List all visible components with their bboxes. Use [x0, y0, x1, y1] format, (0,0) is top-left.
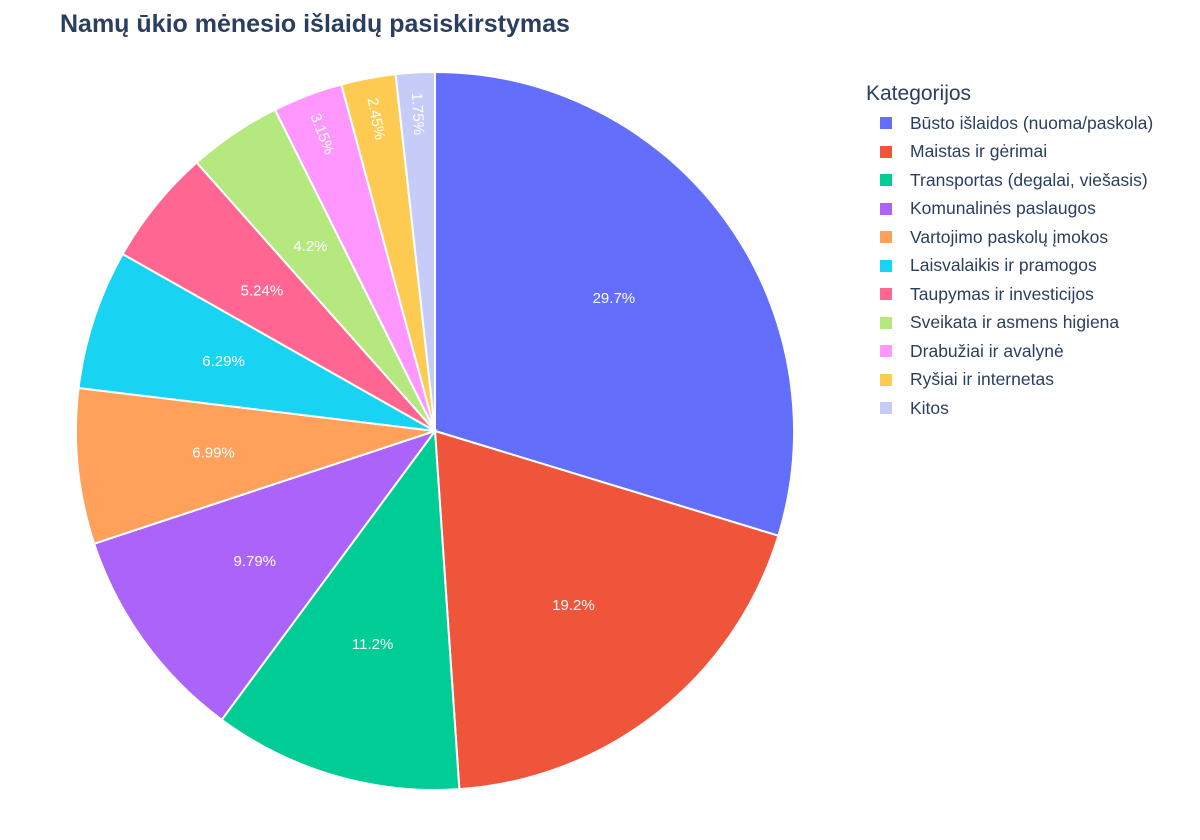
- legend-item-transportas-degalai-viesasis[interactable]: Transportas (degalai, viešasis): [866, 166, 1153, 195]
- legend-items: Būsto išlaidos (nuoma/paskola) Maistas ir…: [866, 109, 1153, 423]
- legend-swatch: [880, 288, 892, 301]
- legend-swatch: [880, 259, 892, 272]
- legend-item-komunalines-paslaugos[interactable]: Komunalinės paslaugos: [866, 195, 1153, 224]
- legend-item-sveikata-ir-asmens-higiena[interactable]: Sveikata ir asmens higiena: [866, 309, 1153, 338]
- legend-item-laisvalaikis-ir-pramogos[interactable]: Laisvalaikis ir pramogos: [866, 252, 1153, 281]
- legend-swatch: [880, 345, 892, 358]
- legend-label: Būsto išlaidos (nuoma/paskola): [910, 112, 1154, 133]
- slice-label-kitos: 1.75%: [408, 92, 427, 135]
- pie-slice-maistas-ir-gerimai: [433, 429, 780, 791]
- legend-label: Ryšiai ir internetas: [910, 369, 1054, 390]
- slice-label-maistas-ir-gerimai: 19.2%: [552, 597, 595, 614]
- chart-title: Namų ūkio mėnesio išlaidų pasiskirstymas: [60, 10, 570, 38]
- legend-title: Kategorijos: [866, 82, 972, 105]
- legend-swatch: [880, 145, 892, 158]
- slice-label-sveikata-ir-asmens-higiena: 4.2%: [293, 238, 327, 255]
- legend-item-rysiai-ir-internetas[interactable]: Ryšiai ir internetas: [866, 366, 1153, 395]
- legend-item-kitos[interactable]: Kitos: [866, 394, 1153, 423]
- pie-slice-vartojimo-paskolu-imokos: [75, 386, 436, 545]
- legend-swatch: [880, 231, 892, 244]
- pie-chart: 29.7%19.2%11.2%9.79%6.99%6.29%5.24%4.2%3…: [75, 70, 795, 791]
- slice-label-laisvalaikis-ir-pramogos: 6.29%: [202, 353, 245, 370]
- legend-item-busto-islaidos-nuoma-paskola[interactable]: Būsto išlaidos (nuoma/paskola): [866, 109, 1153, 138]
- legend-label: Transportas (degalai, viešasis): [910, 169, 1148, 190]
- legend-swatch: [880, 117, 892, 130]
- slice-label-taupymas-ir-investicijos: 5.24%: [241, 283, 284, 300]
- legend: Kategorijos Būsto išlaidos (nuoma/paskol…: [866, 80, 1153, 423]
- legend-swatch: [880, 174, 892, 187]
- legend-label: Sveikata ir asmens higiena: [910, 312, 1120, 333]
- slice-label-vartojimo-paskolu-imokos: 6.99%: [192, 445, 235, 462]
- pie-slice-komunalines-paslaugos: [92, 429, 438, 722]
- slice-label-komunalines-paslaugos: 9.79%: [233, 553, 276, 570]
- legend-label: Drabužiai ir avalynė: [910, 340, 1064, 361]
- legend-label: Laisvalaikis ir pramogos: [910, 255, 1097, 276]
- pie-slice-kitos: [394, 70, 436, 432]
- legend-label: Kitos: [910, 397, 949, 418]
- slice-label-transportas-degalai-viesasis: 11.2%: [352, 636, 393, 653]
- legend-item-maistas-ir-gerimai[interactable]: Maistas ir gėrimai: [866, 138, 1153, 167]
- legend-swatch: [880, 316, 892, 329]
- pie-slice-laisvalaikis-ir-pramogos: [77, 252, 436, 432]
- legend-label: Vartojimo paskolų įmokos: [910, 226, 1109, 247]
- legend-item-taupymas-ir-investicijos[interactable]: Taupymas ir investicijos: [866, 280, 1153, 309]
- legend-label: Maistas ir gėrimai: [910, 141, 1048, 162]
- pie-slice-transportas-degalai-viesasis: [220, 428, 461, 791]
- legend-swatch: [880, 373, 892, 386]
- legend-item-drabuziai-ir-avalyne[interactable]: Drabužiai ir avalynė: [866, 337, 1153, 366]
- legend-swatch: [880, 402, 892, 415]
- pie-slice-busto-islaidos-nuoma-paskola: [434, 70, 795, 537]
- legend-label: Taupymas ir investicijos: [910, 283, 1094, 304]
- slice-label-busto-islaidos-nuoma-paskola: 29.7%: [593, 290, 636, 307]
- legend-label: Komunalinės paslaugos: [910, 198, 1096, 219]
- legend-item-vartojimo-paskolu-imokos[interactable]: Vartojimo paskolų įmokos: [866, 223, 1153, 252]
- legend-swatch: [880, 202, 892, 215]
